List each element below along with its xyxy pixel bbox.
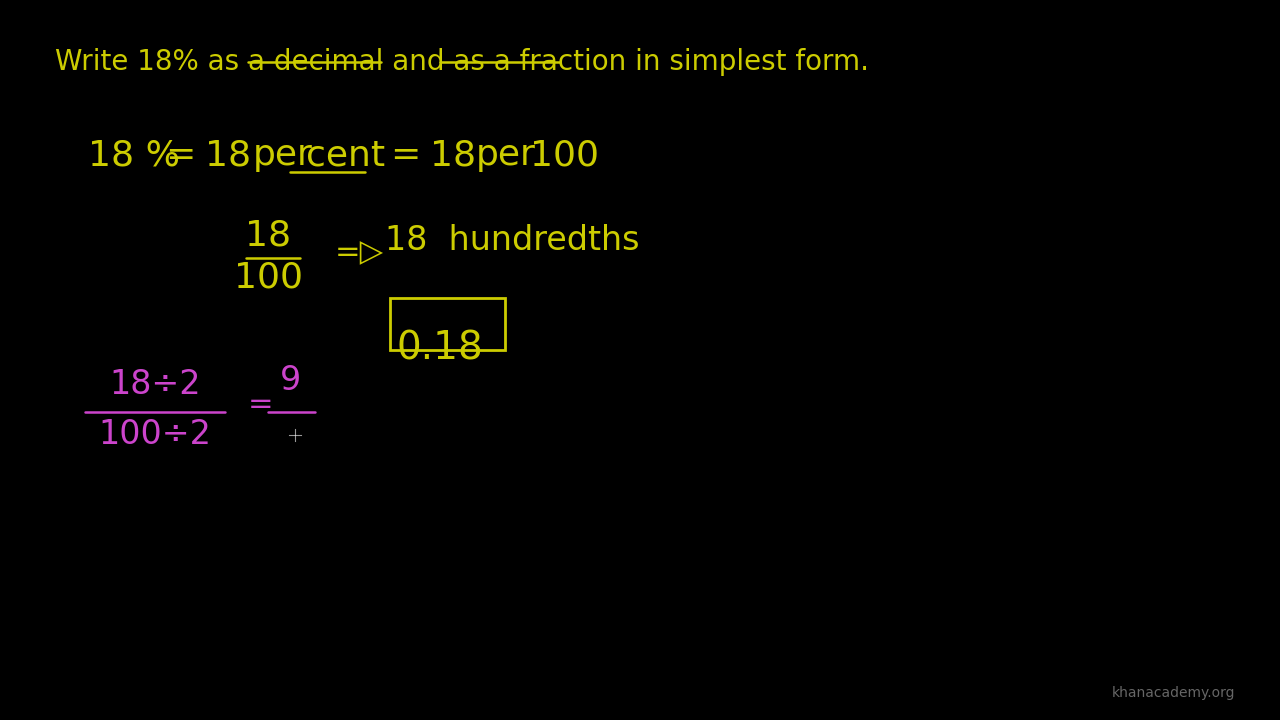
Text: =: = bbox=[165, 138, 196, 172]
Text: =▷: =▷ bbox=[335, 238, 384, 268]
Text: 18: 18 bbox=[205, 138, 251, 172]
Text: khanacademy.org: khanacademy.org bbox=[1111, 686, 1235, 700]
Text: =: = bbox=[248, 390, 274, 420]
Text: Write 18% as a decimal and as a fraction in simplest form.: Write 18% as a decimal and as a fraction… bbox=[55, 48, 869, 76]
Text: 18  hundredths: 18 hundredths bbox=[385, 223, 640, 256]
Text: 0.18: 0.18 bbox=[397, 330, 484, 368]
Text: 18: 18 bbox=[430, 138, 476, 172]
Text: per: per bbox=[476, 138, 536, 172]
Text: 9: 9 bbox=[279, 364, 301, 397]
Text: 18÷2: 18÷2 bbox=[109, 369, 201, 402]
Text: 18: 18 bbox=[244, 218, 291, 252]
Text: cent: cent bbox=[306, 138, 385, 172]
Text: 100: 100 bbox=[233, 261, 302, 295]
Text: 100: 100 bbox=[530, 138, 599, 172]
Text: per: per bbox=[253, 138, 312, 172]
Bar bbox=[390, 298, 506, 350]
Text: 100÷2: 100÷2 bbox=[99, 418, 211, 451]
Text: =: = bbox=[390, 138, 420, 172]
Text: 18 %: 18 % bbox=[88, 138, 180, 172]
